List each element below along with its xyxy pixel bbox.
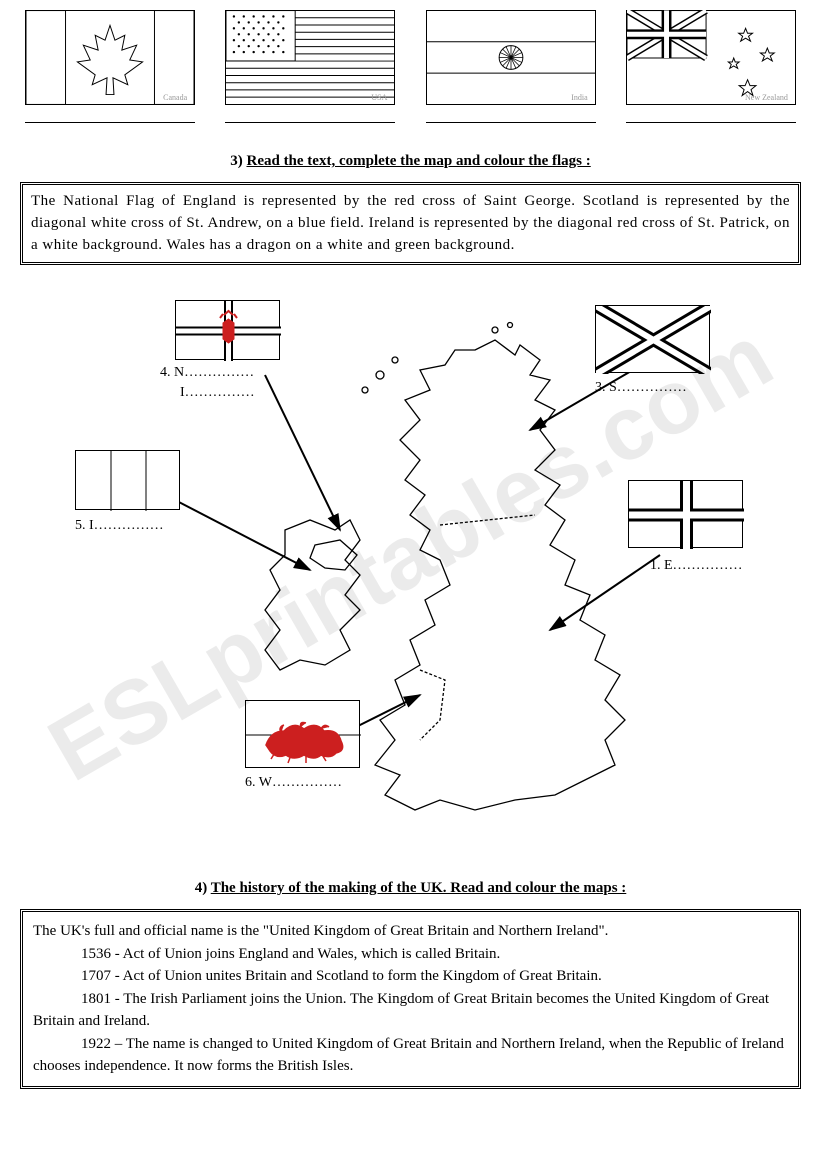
history-text-box: The UK's full and official name is the "… [20,909,801,1089]
section3-text: The National Flag of England is represen… [31,193,790,253]
history-p1: The UK's full and official name is the "… [33,920,788,943]
flag-ireland [75,450,180,510]
flag-usa: USA [225,10,395,105]
section4-number: 4) [195,880,208,896]
label-5[interactable]: 5. I…………… [75,518,164,534]
flag-fill-line[interactable] [25,111,195,123]
section3-number: 3) [230,153,243,169]
flag-england [628,480,743,548]
flag-new-zealand: New Zealand [626,10,796,105]
history-p2: 1536 - Act of Union joins England and Wa… [33,943,788,966]
label-6[interactable]: 6. W…………… [245,775,342,791]
history-p4: 1801 - The Irish Parliament joins the Un… [33,988,788,1033]
flag-sublabel: Canada [163,93,187,102]
section3-heading: 3) Read the text, complete the map and c… [20,153,801,170]
flag-wales [245,700,360,768]
flag-sublabel: New Zealand [745,93,788,102]
flag-northern-ireland [175,300,280,360]
section3-title: Read the text, complete the map and colo… [246,153,590,169]
flag-scotland [595,305,710,373]
flag-cell-usa: USA [220,10,400,123]
section4-heading: 4) The history of the making of the UK. … [20,880,801,897]
flag-cell-canada: Canada [20,10,200,123]
history-p5: 1922 – The name is changed to United Kin… [33,1033,788,1078]
label-4a[interactable]: 4. N…………… [160,365,254,381]
flag-cell-nz: New Zealand [621,10,801,123]
top-flags-row: Canada [20,10,801,123]
label-4b[interactable]: I…………… [180,385,255,401]
flag-fill-line[interactable] [426,111,596,123]
flag-sublabel: USA [371,93,387,102]
section3-text-box: The National Flag of England is represen… [20,182,801,265]
uk-map-area: 4. N…………… I…………… 5. I…………… 3. S…………… 1. … [20,280,801,850]
flag-fill-line[interactable] [225,111,395,123]
label-3[interactable]: 3. S…………… [595,380,687,396]
label-1[interactable]: 1. E…………… [650,558,743,574]
flag-india: India [426,10,596,105]
flag-sublabel: India [571,93,587,102]
flag-canada: Canada [25,10,195,105]
flag-fill-line[interactable] [626,111,796,123]
section4-title: The history of the making of the UK. Rea… [211,880,627,896]
history-p3: 1707 - Act of Union unites Britain and S… [33,965,788,988]
flag-cell-india: India [421,10,601,123]
